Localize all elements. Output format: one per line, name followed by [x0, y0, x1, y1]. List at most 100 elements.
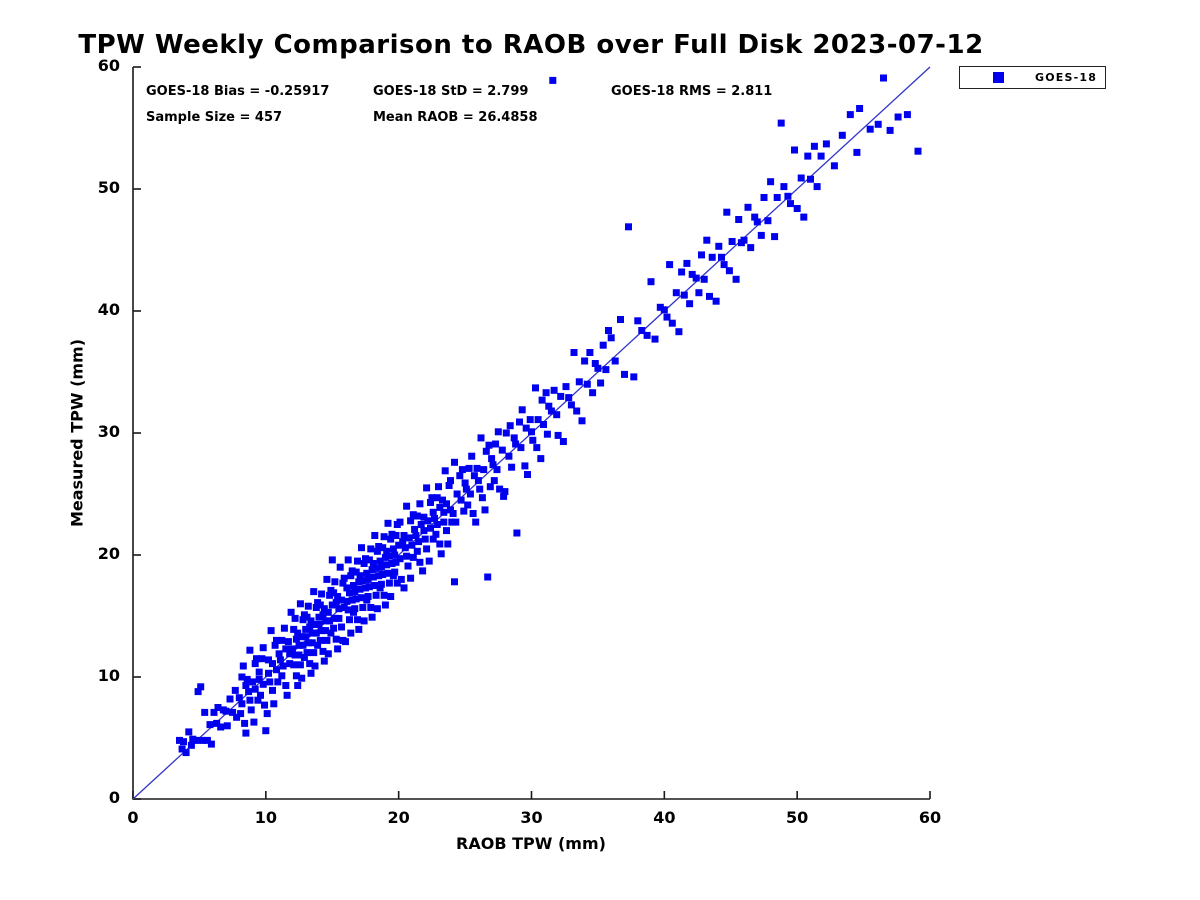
- data-point: [273, 636, 280, 644]
- data-point: [352, 595, 360, 603]
- data-point: [347, 629, 355, 637]
- data-point: [753, 218, 761, 226]
- data-point: [451, 578, 458, 586]
- data-point: [846, 111, 854, 119]
- data-point: [373, 605, 381, 613]
- data-point: [688, 270, 696, 278]
- data-point: [462, 485, 470, 493]
- y-tick-label: 0: [108, 788, 120, 807]
- data-point: [747, 244, 755, 252]
- data-point: [275, 650, 283, 658]
- data-point: [423, 484, 431, 492]
- data-point: [663, 313, 671, 321]
- data-point: [427, 499, 434, 506]
- data-point: [602, 366, 610, 374]
- data-point: [392, 532, 400, 539]
- data-point: [903, 111, 911, 119]
- data-point: [395, 541, 403, 549]
- data-point: [369, 560, 377, 567]
- data-point: [318, 590, 326, 598]
- data-point: [744, 203, 752, 211]
- data-point: [807, 175, 814, 183]
- data-point: [307, 617, 315, 625]
- data-point: [217, 723, 225, 731]
- data-point: [429, 535, 437, 543]
- data-point: [482, 447, 490, 455]
- data-point: [185, 728, 193, 736]
- data-point: [599, 341, 607, 349]
- data-point: [427, 524, 434, 532]
- data-point: [266, 678, 274, 686]
- data-point: [549, 76, 557, 84]
- data-point: [316, 601, 324, 609]
- data-point: [456, 472, 464, 480]
- data-point: [708, 253, 716, 261]
- data-point: [279, 662, 287, 670]
- data-point: [249, 678, 257, 686]
- data-point: [343, 597, 351, 605]
- data-point: [311, 662, 319, 670]
- data-point: [441, 467, 449, 475]
- data-point: [371, 532, 379, 539]
- data-point: [292, 635, 300, 643]
- data-point: [344, 606, 352, 614]
- data-point: [324, 608, 332, 616]
- data-point: [194, 688, 202, 696]
- data-point: [800, 213, 808, 221]
- data-point: [304, 602, 312, 610]
- data-point: [435, 483, 442, 491]
- data-point: [853, 148, 861, 156]
- data-point: [271, 641, 279, 649]
- data-point: [182, 749, 190, 757]
- data-point: [323, 636, 331, 644]
- data-point: [302, 625, 310, 633]
- stat-std: GOES-18 StD = 2.799: [373, 84, 529, 99]
- data-point: [526, 416, 534, 424]
- data-point: [180, 738, 187, 746]
- data-point: [320, 605, 328, 613]
- data-point: [339, 579, 347, 587]
- data-point: [617, 316, 624, 323]
- data-point: [498, 446, 506, 454]
- data-point: [621, 370, 628, 378]
- data-point: [611, 357, 619, 365]
- data-point: [404, 562, 412, 570]
- data-point: [660, 306, 668, 314]
- data-point: [432, 530, 440, 538]
- data-point: [764, 217, 772, 225]
- data-point: [436, 540, 444, 548]
- data-point: [461, 479, 469, 487]
- data-point: [380, 533, 388, 541]
- data-point: [429, 508, 437, 516]
- data-point: [784, 192, 792, 200]
- data-point: [238, 700, 246, 708]
- data-point: [368, 566, 376, 574]
- data-point: [466, 490, 474, 498]
- data-point: [403, 502, 411, 510]
- data-point: [322, 627, 330, 635]
- data-point: [706, 292, 713, 300]
- data-point: [246, 696, 254, 704]
- data-point: [391, 568, 399, 576]
- data-point: [698, 251, 705, 259]
- data-point: [324, 650, 332, 658]
- data-point: [488, 455, 496, 463]
- data-point: [630, 373, 638, 381]
- data-point: [239, 662, 247, 670]
- data-point: [348, 567, 356, 575]
- data-point: [226, 695, 234, 703]
- data-point: [559, 438, 567, 445]
- data-point: [468, 452, 476, 460]
- data-point: [201, 708, 209, 716]
- y-tick-label: 10: [97, 666, 120, 685]
- data-point: [791, 146, 798, 154]
- stat-bias: GOES-18 Bias = -0.25917: [146, 84, 330, 99]
- data-point: [469, 510, 477, 517]
- data-point: [408, 541, 416, 549]
- data-point: [362, 584, 369, 592]
- data-point: [735, 216, 743, 223]
- data-point: [720, 261, 728, 269]
- data-point: [303, 649, 311, 657]
- data-point: [178, 745, 186, 753]
- data-point: [757, 231, 765, 239]
